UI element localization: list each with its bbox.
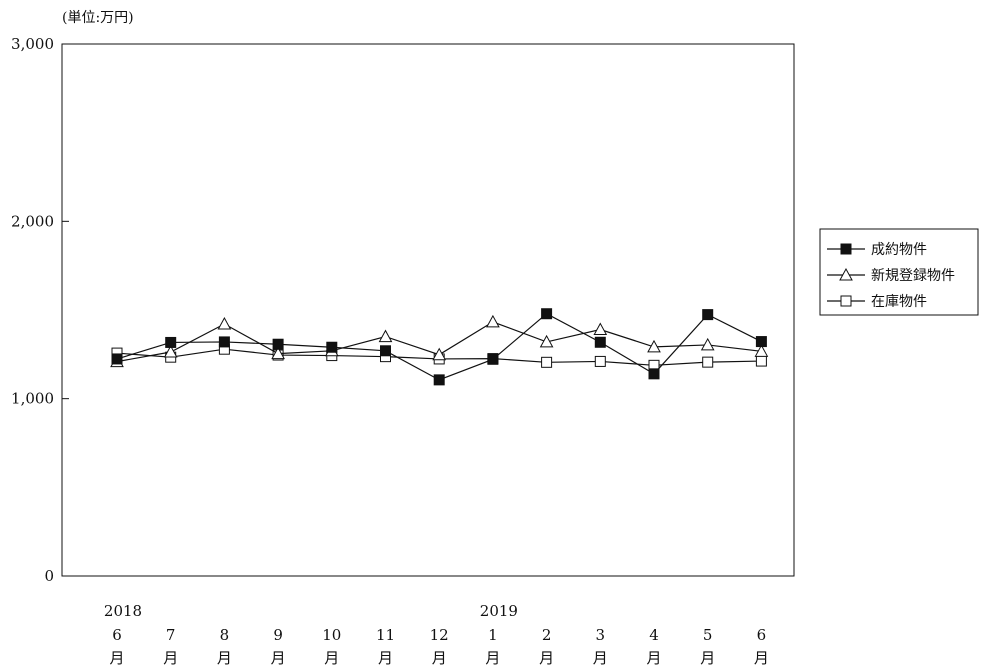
data-point xyxy=(541,308,553,320)
x-month-suffix: 月 xyxy=(324,649,339,667)
data-point xyxy=(271,346,285,360)
legend-label: 成約物件 xyxy=(871,242,927,258)
x-axis: 2018 6 月 7 月 8 月 9 月 10 月 11 月 12 月 2019 1 月 2 月 3 月 4 月 5 月 6 月 xyxy=(104,602,769,667)
x-month-label: 2 xyxy=(542,626,552,644)
x-month-suffix: 月 xyxy=(432,649,447,667)
data-point xyxy=(326,341,338,353)
x-month-label: 8 xyxy=(220,626,230,644)
y-axis: 0 1,000 2,000 3,000 xyxy=(11,35,69,585)
data-point xyxy=(594,336,606,348)
data-point xyxy=(163,344,178,358)
data-point xyxy=(700,337,715,351)
data-point xyxy=(754,344,769,357)
x-month-suffix: 月 xyxy=(539,649,554,667)
x-month-suffix: 月 xyxy=(271,649,286,667)
x-month-label: 5 xyxy=(703,626,713,644)
x-month-suffix: 月 xyxy=(109,649,124,667)
data-point xyxy=(433,374,445,386)
series-filled-square xyxy=(111,308,767,386)
legend-marker xyxy=(840,295,852,307)
x-month-suffix: 月 xyxy=(217,649,232,667)
x-month-suffix: 月 xyxy=(593,649,608,667)
data-point xyxy=(702,356,714,368)
data-point xyxy=(111,353,123,365)
legend-marker xyxy=(839,267,853,281)
x-month-label: 7 xyxy=(166,626,176,644)
legend-label: 在庫物件 xyxy=(871,293,927,310)
data-point xyxy=(486,314,500,328)
x-month-label: 6 xyxy=(757,626,767,644)
x-month-suffix: 月 xyxy=(485,649,500,667)
x-month-label: 12 xyxy=(430,626,449,644)
x-month-label: 11 xyxy=(376,626,395,644)
y-tick-label: 3,000 xyxy=(11,35,54,53)
data-point xyxy=(487,353,499,365)
x-month-suffix: 月 xyxy=(700,649,715,667)
x-month-suffix: 月 xyxy=(646,649,661,667)
data-point xyxy=(755,355,767,367)
x-year-label: 2019 xyxy=(480,602,518,620)
x-month-label: 10 xyxy=(322,626,341,644)
x-month-suffix: 月 xyxy=(378,649,393,667)
data-point xyxy=(432,347,447,361)
legend-label: 新規登録物件 xyxy=(871,268,955,284)
data-point xyxy=(648,368,660,380)
x-month-label: 4 xyxy=(649,626,659,644)
data-point xyxy=(217,316,232,330)
x-month-suffix: 月 xyxy=(754,649,769,667)
y-tick-label: 1,000 xyxy=(11,390,54,408)
unit-label: (単位:万円) xyxy=(62,10,134,26)
series-layer xyxy=(110,308,769,386)
x-month-label: 1 xyxy=(488,626,498,644)
data-point xyxy=(272,338,284,350)
y-tick-label: 0 xyxy=(44,567,54,585)
data-point xyxy=(165,336,177,348)
data-point xyxy=(702,309,714,321)
data-point xyxy=(218,336,230,348)
y-tick-label: 2,000 xyxy=(11,212,54,230)
plot-frame xyxy=(61,43,795,577)
legend-marker xyxy=(840,243,852,255)
x-month-suffix: 月 xyxy=(163,649,178,667)
x-month-label: 6 xyxy=(112,626,122,644)
data-point xyxy=(378,329,393,343)
data-point xyxy=(594,355,606,367)
x-month-label: 3 xyxy=(596,626,606,644)
data-point xyxy=(380,345,391,357)
x-year-label: 2018 xyxy=(104,602,142,620)
data-point xyxy=(541,356,553,368)
data-point xyxy=(647,339,661,353)
series-open-triangle xyxy=(110,314,769,368)
x-month-label: 9 xyxy=(273,626,283,644)
data-point xyxy=(593,322,608,336)
data-point xyxy=(539,334,554,348)
data-point xyxy=(755,336,767,348)
